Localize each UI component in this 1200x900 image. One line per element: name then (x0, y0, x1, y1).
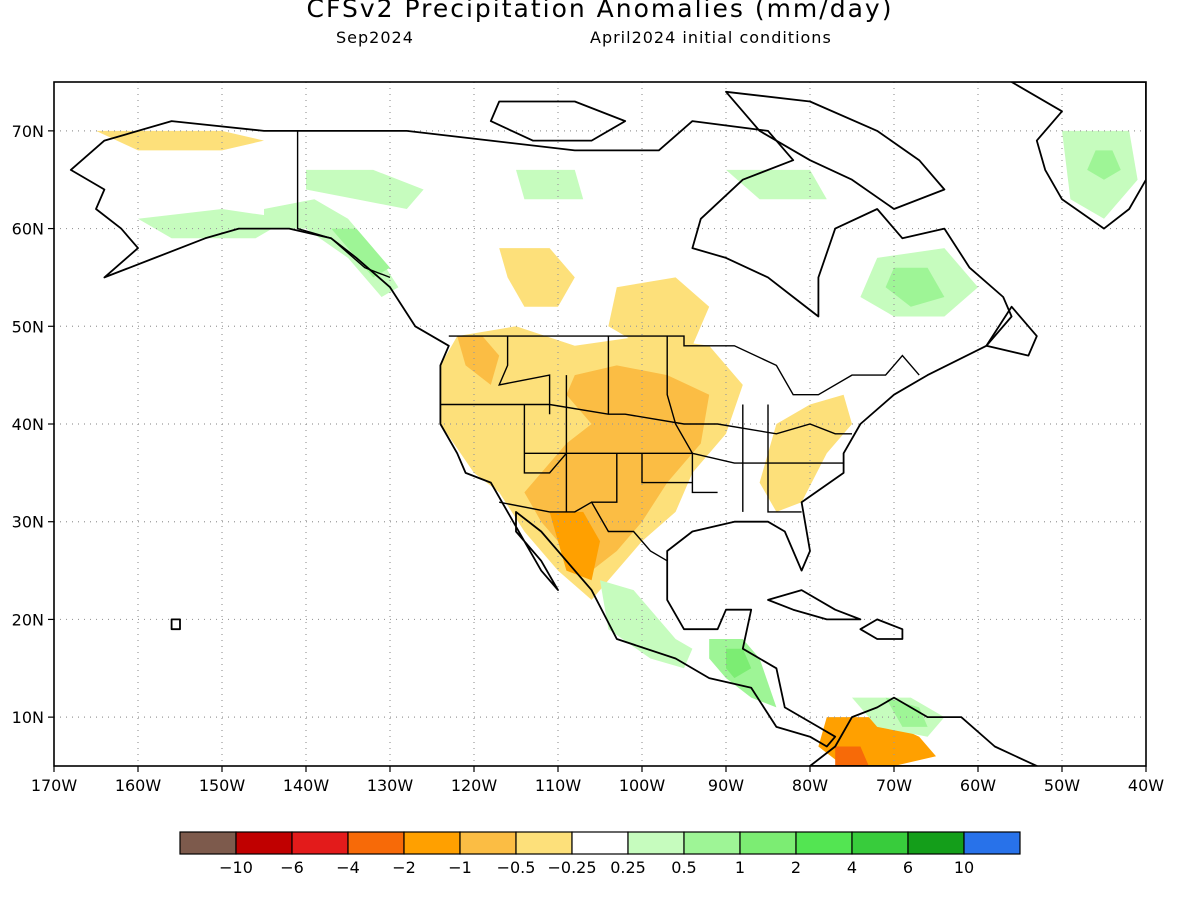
colorbar-label: 0.5 (671, 858, 696, 877)
colorbar-swatch-1 (235, 831, 293, 855)
colorbar-swatch-4 (403, 831, 461, 855)
anomaly-region-10 (264, 199, 399, 297)
border-us-mexico (499, 501, 668, 562)
forecast-month: Sep2024 (336, 28, 414, 47)
axis-ticks: 170W 160W 150W 140W 130W 120W 110W 100W 90W 80W 70… (12, 122, 1165, 795)
colorbar-swatch-14 (963, 831, 1021, 855)
coastline-newfoundland (985, 305, 1038, 357)
colorbar-label: −10 (219, 858, 253, 877)
colorbar-label: −6 (280, 858, 304, 877)
colorbar-swatch-6 (515, 831, 573, 855)
border-us-canada (448, 335, 920, 396)
colorbar-label: 0.25 (610, 858, 646, 877)
colorbar-swatch-9 (683, 831, 741, 855)
coastline-cuba (767, 589, 862, 621)
lon-tick-label: 110W (535, 776, 582, 795)
colorbar-swatch-5 (459, 831, 517, 855)
lon-tick-label: 140W (283, 776, 330, 795)
colorbar-label: −0.5 (497, 858, 536, 877)
border-alaska-canada (296, 130, 391, 279)
colorbar-label: −2 (392, 858, 416, 877)
anomaly-region-13 (138, 209, 290, 239)
lon-tick-label: 130W (367, 776, 414, 795)
coastline-victoria-island (489, 100, 627, 142)
border-state-lines-3 (498, 336, 551, 415)
colorbar-swatch-0 (179, 831, 237, 855)
lon-tick-label: 90W (708, 776, 744, 795)
lon-tick-label: 80W (792, 776, 828, 795)
coastlines (69, 82, 1146, 766)
lat-tick-label: 50N (12, 317, 44, 336)
lon-tick-label: 170W (31, 776, 78, 795)
lon-tick-label: 150W (199, 776, 246, 795)
border-state-lines (440, 403, 852, 435)
lat-tick-label: 20N (12, 610, 44, 629)
anomaly-region-12 (306, 169, 424, 209)
lon-tick-label: 100W (619, 776, 666, 795)
anomaly-region-24 (516, 169, 584, 200)
colorbar-label: 1 (735, 858, 745, 877)
anomaly-region-11 (331, 228, 390, 278)
colorbar-swatch-12 (851, 831, 909, 855)
coastline-south-america (809, 696, 1038, 766)
colorbar-swatch-11 (795, 831, 853, 855)
colorbar-label: 10 (954, 858, 974, 877)
coastline-hawaii (170, 618, 181, 631)
colorbar-swatch-10 (739, 831, 797, 855)
anomaly-region-2 (549, 511, 600, 581)
coastline-baffin-island (725, 90, 946, 210)
coastline-greenland (1010, 82, 1146, 230)
map-gridlines (54, 82, 1146, 766)
anomaly-region-5 (608, 277, 710, 346)
lat-tick-label: 10N (12, 708, 44, 727)
border-state-lines-2 (524, 452, 844, 464)
border-state-lines-7 (523, 404, 567, 474)
anomaly-region-17 (1087, 150, 1121, 180)
colorbar-label: 4 (847, 858, 857, 877)
border-state-lines-9 (641, 453, 693, 484)
anomaly-fills (96, 130, 1138, 766)
anomaly-region-3 (457, 336, 500, 385)
colorbar-swatch-3 (347, 831, 405, 855)
lon-tick-label: 60W (960, 776, 996, 795)
colorbar-label: −4 (336, 858, 360, 877)
anomaly-region-15 (885, 267, 945, 307)
colorbar-swatch-2 (291, 831, 349, 855)
lon-tick-label: 160W (115, 776, 162, 795)
border-state-lines-8 (591, 453, 618, 503)
coastline-hispaniola (859, 618, 904, 640)
lat-tick-label: 60N (12, 220, 44, 239)
map-title: CFSv2 Precipitation Anomalies (mm/day) (306, 0, 894, 23)
colorbar-swatch-13 (907, 831, 965, 855)
colorbar: −10 −6 −4 −2 −1 −0.5 −0.25 0.25 0.5 1 2 4 6 10 (179, 831, 1021, 877)
anomaly-region-23 (726, 169, 827, 200)
anomaly-region-7 (759, 394, 852, 512)
anomaly-region-6 (96, 130, 264, 151)
lon-tick-label: 50W (1044, 776, 1080, 795)
colorbar-swatch-7 (571, 831, 629, 855)
colorbar-swatch-8 (627, 831, 685, 855)
colorbar-label: −0.25 (547, 858, 596, 877)
initial-conditions: April2024 initial conditions (590, 28, 832, 47)
lat-tick-label: 40N (12, 415, 44, 434)
colorbar-label: −1 (448, 858, 472, 877)
anomaly-region-22 (885, 697, 928, 727)
lon-tick-label: 70W (876, 776, 912, 795)
border-state-lines-5 (666, 336, 718, 494)
border-state-lines-11 (767, 404, 802, 513)
anomaly-region-18 (600, 580, 693, 669)
colorbar-label: 6 (903, 858, 913, 877)
lat-tick-label: 70N (12, 122, 44, 141)
lon-tick-label: 120W (451, 776, 498, 795)
political-borders (296, 130, 920, 562)
lat-tick-label: 30N (12, 513, 44, 532)
anomaly-region-20 (726, 648, 752, 679)
coastline-north-america (69, 120, 1013, 748)
lon-tick-label: 40W (1128, 776, 1164, 795)
anomaly-region-4 (499, 248, 575, 307)
anomaly-region-9 (835, 746, 869, 766)
colorbar-label: 2 (791, 858, 801, 877)
